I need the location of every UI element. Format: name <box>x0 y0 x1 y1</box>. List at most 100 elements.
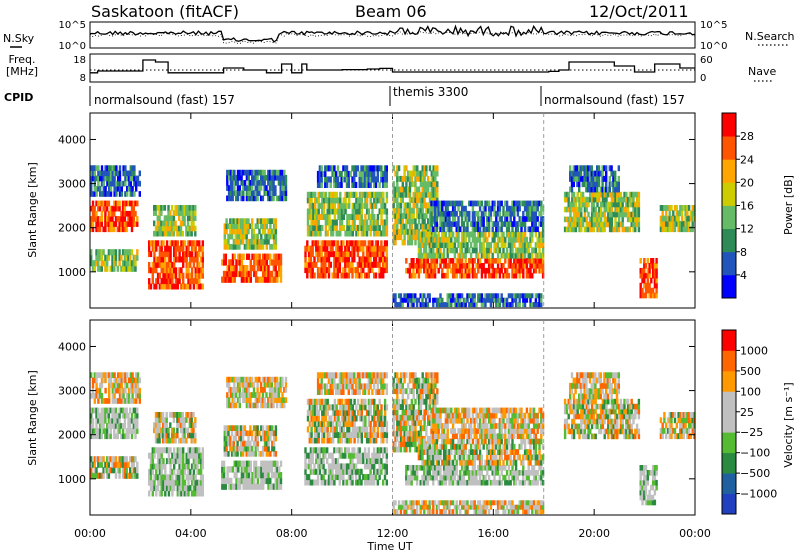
power-cell-2676 <box>471 205 475 212</box>
power-cell-1048 <box>265 190 268 196</box>
vel-cell-81 <box>118 423 121 429</box>
power-cell-493 <box>189 256 192 263</box>
power-cell-2969 <box>596 226 599 233</box>
power-cell-383 <box>162 278 165 285</box>
vel-cell-191 <box>123 456 127 463</box>
vel-cell-970 <box>235 387 238 393</box>
vel-cell-1244 <box>353 468 356 475</box>
vel-cell-479 <box>182 452 185 459</box>
power-cell-1188 <box>329 240 332 247</box>
power-cell-2745 <box>500 226 503 233</box>
power-cell-3504 <box>491 297 494 303</box>
power-cell-3121 <box>635 196 639 203</box>
power-cell-350 <box>153 267 156 274</box>
power-cell-2775 <box>513 221 516 227</box>
power-cell-420 <box>169 251 172 258</box>
power-cell-2105 <box>430 272 433 279</box>
vel-cell-275 <box>117 398 120 404</box>
power-cell-2774 <box>511 200 514 207</box>
power-cell-3312 <box>665 226 668 233</box>
power-cell-240 <box>102 175 105 182</box>
vel-cell-357 <box>151 458 154 465</box>
vel-cell-317 <box>131 387 134 394</box>
vel-cell-763 <box>262 466 265 473</box>
power-cell-2995 <box>601 191 605 198</box>
vel-cell-921 <box>267 445 270 452</box>
power-cell-2504 <box>513 231 516 238</box>
power-cell-149 <box>106 265 109 272</box>
vel-cell-1003 <box>247 392 250 398</box>
vel-cell-836 <box>232 435 236 442</box>
power-cell-2420 <box>473 231 476 238</box>
power-cell-3431 <box>433 297 437 303</box>
vel-cell-161 <box>107 472 111 479</box>
power-cell-1692 <box>345 181 349 188</box>
vel-cell-625 <box>178 422 181 428</box>
vel-cell-706 <box>238 477 242 485</box>
vel-cell-577 <box>158 422 161 428</box>
vel-cell-164 <box>107 456 111 463</box>
power-cell-1338 <box>380 272 383 279</box>
power-cell-1838 <box>403 223 406 230</box>
power-cell-409 <box>167 267 171 274</box>
power-cell-1434 <box>326 230 329 237</box>
vel-cell-120 <box>134 428 137 434</box>
vel-cell-336 <box>138 398 141 404</box>
power-cbar-tick-label-3: 16 <box>740 200 754 213</box>
vel-cell-147 <box>98 461 102 468</box>
power-cell-755 <box>265 276 268 283</box>
power-cell-3392 <box>399 297 403 303</box>
power-cell-2829 <box>532 210 536 217</box>
power-cell-2644 <box>457 216 460 222</box>
power-cell-2586 <box>435 216 439 222</box>
vel-cell-630 <box>179 422 183 428</box>
power-cell-1728 <box>365 170 369 177</box>
power-cell-2968 <box>594 191 597 198</box>
power-cell-2621 <box>448 216 451 222</box>
vel-cell-337 <box>138 392 141 399</box>
power-cell-2616 <box>446 210 449 217</box>
power-cell-2129 <box>444 263 448 269</box>
power-cell-3152 <box>578 175 581 182</box>
vel-cell-297 <box>124 398 127 404</box>
power-cell-826 <box>234 223 237 230</box>
vel-cell-445 <box>174 452 178 459</box>
frequency-panel: 18 8 60 0 Freq. [MHz] Nave <box>6 53 777 84</box>
power-cell-1028 <box>256 174 259 181</box>
power-cell-2653 <box>460 205 464 212</box>
power-cell-2689 <box>477 216 480 222</box>
power-cell-611 <box>178 230 181 237</box>
power-cell-949 <box>229 185 233 191</box>
power-cell-933 <box>274 233 278 240</box>
power-cell-2796 <box>520 200 523 207</box>
power-cell-2404 <box>464 231 467 238</box>
power-cell-1479 <box>339 230 342 237</box>
power-cell-424 <box>171 278 174 285</box>
power-cell-353 <box>153 251 156 258</box>
power-cell-1909 <box>414 218 417 225</box>
power-cell-171 <box>120 265 123 272</box>
vel-cell-258 <box>109 377 113 384</box>
power-cell-2932 <box>585 221 588 228</box>
power-cell-2482 <box>504 242 507 248</box>
power-cell-692 <box>235 265 238 272</box>
vel-cell-187 <box>121 456 125 463</box>
power-cell-2963 <box>594 221 597 228</box>
vel-cell-293 <box>122 392 125 399</box>
vel-cell-175 <box>114 456 118 463</box>
nsearch-trace <box>89 30 696 44</box>
power-cell-2219 <box>498 272 502 279</box>
vel-cell-663 <box>192 427 195 434</box>
power-cell-3117 <box>635 216 639 223</box>
vel-cell-286 <box>120 398 123 404</box>
vel-cell-1164 <box>324 468 327 475</box>
vel-cell-44 <box>104 407 107 414</box>
vel-cell-481 <box>183 490 187 497</box>
power-cell-3502 <box>489 297 493 303</box>
power-cell-3391 <box>399 302 403 308</box>
power-cell-2626 <box>450 210 453 217</box>
power-cell-1936 <box>417 197 421 203</box>
power-cell-1420 <box>321 202 324 209</box>
power-cell-2199 <box>487 272 491 279</box>
power-cell-3092 <box>628 201 632 208</box>
